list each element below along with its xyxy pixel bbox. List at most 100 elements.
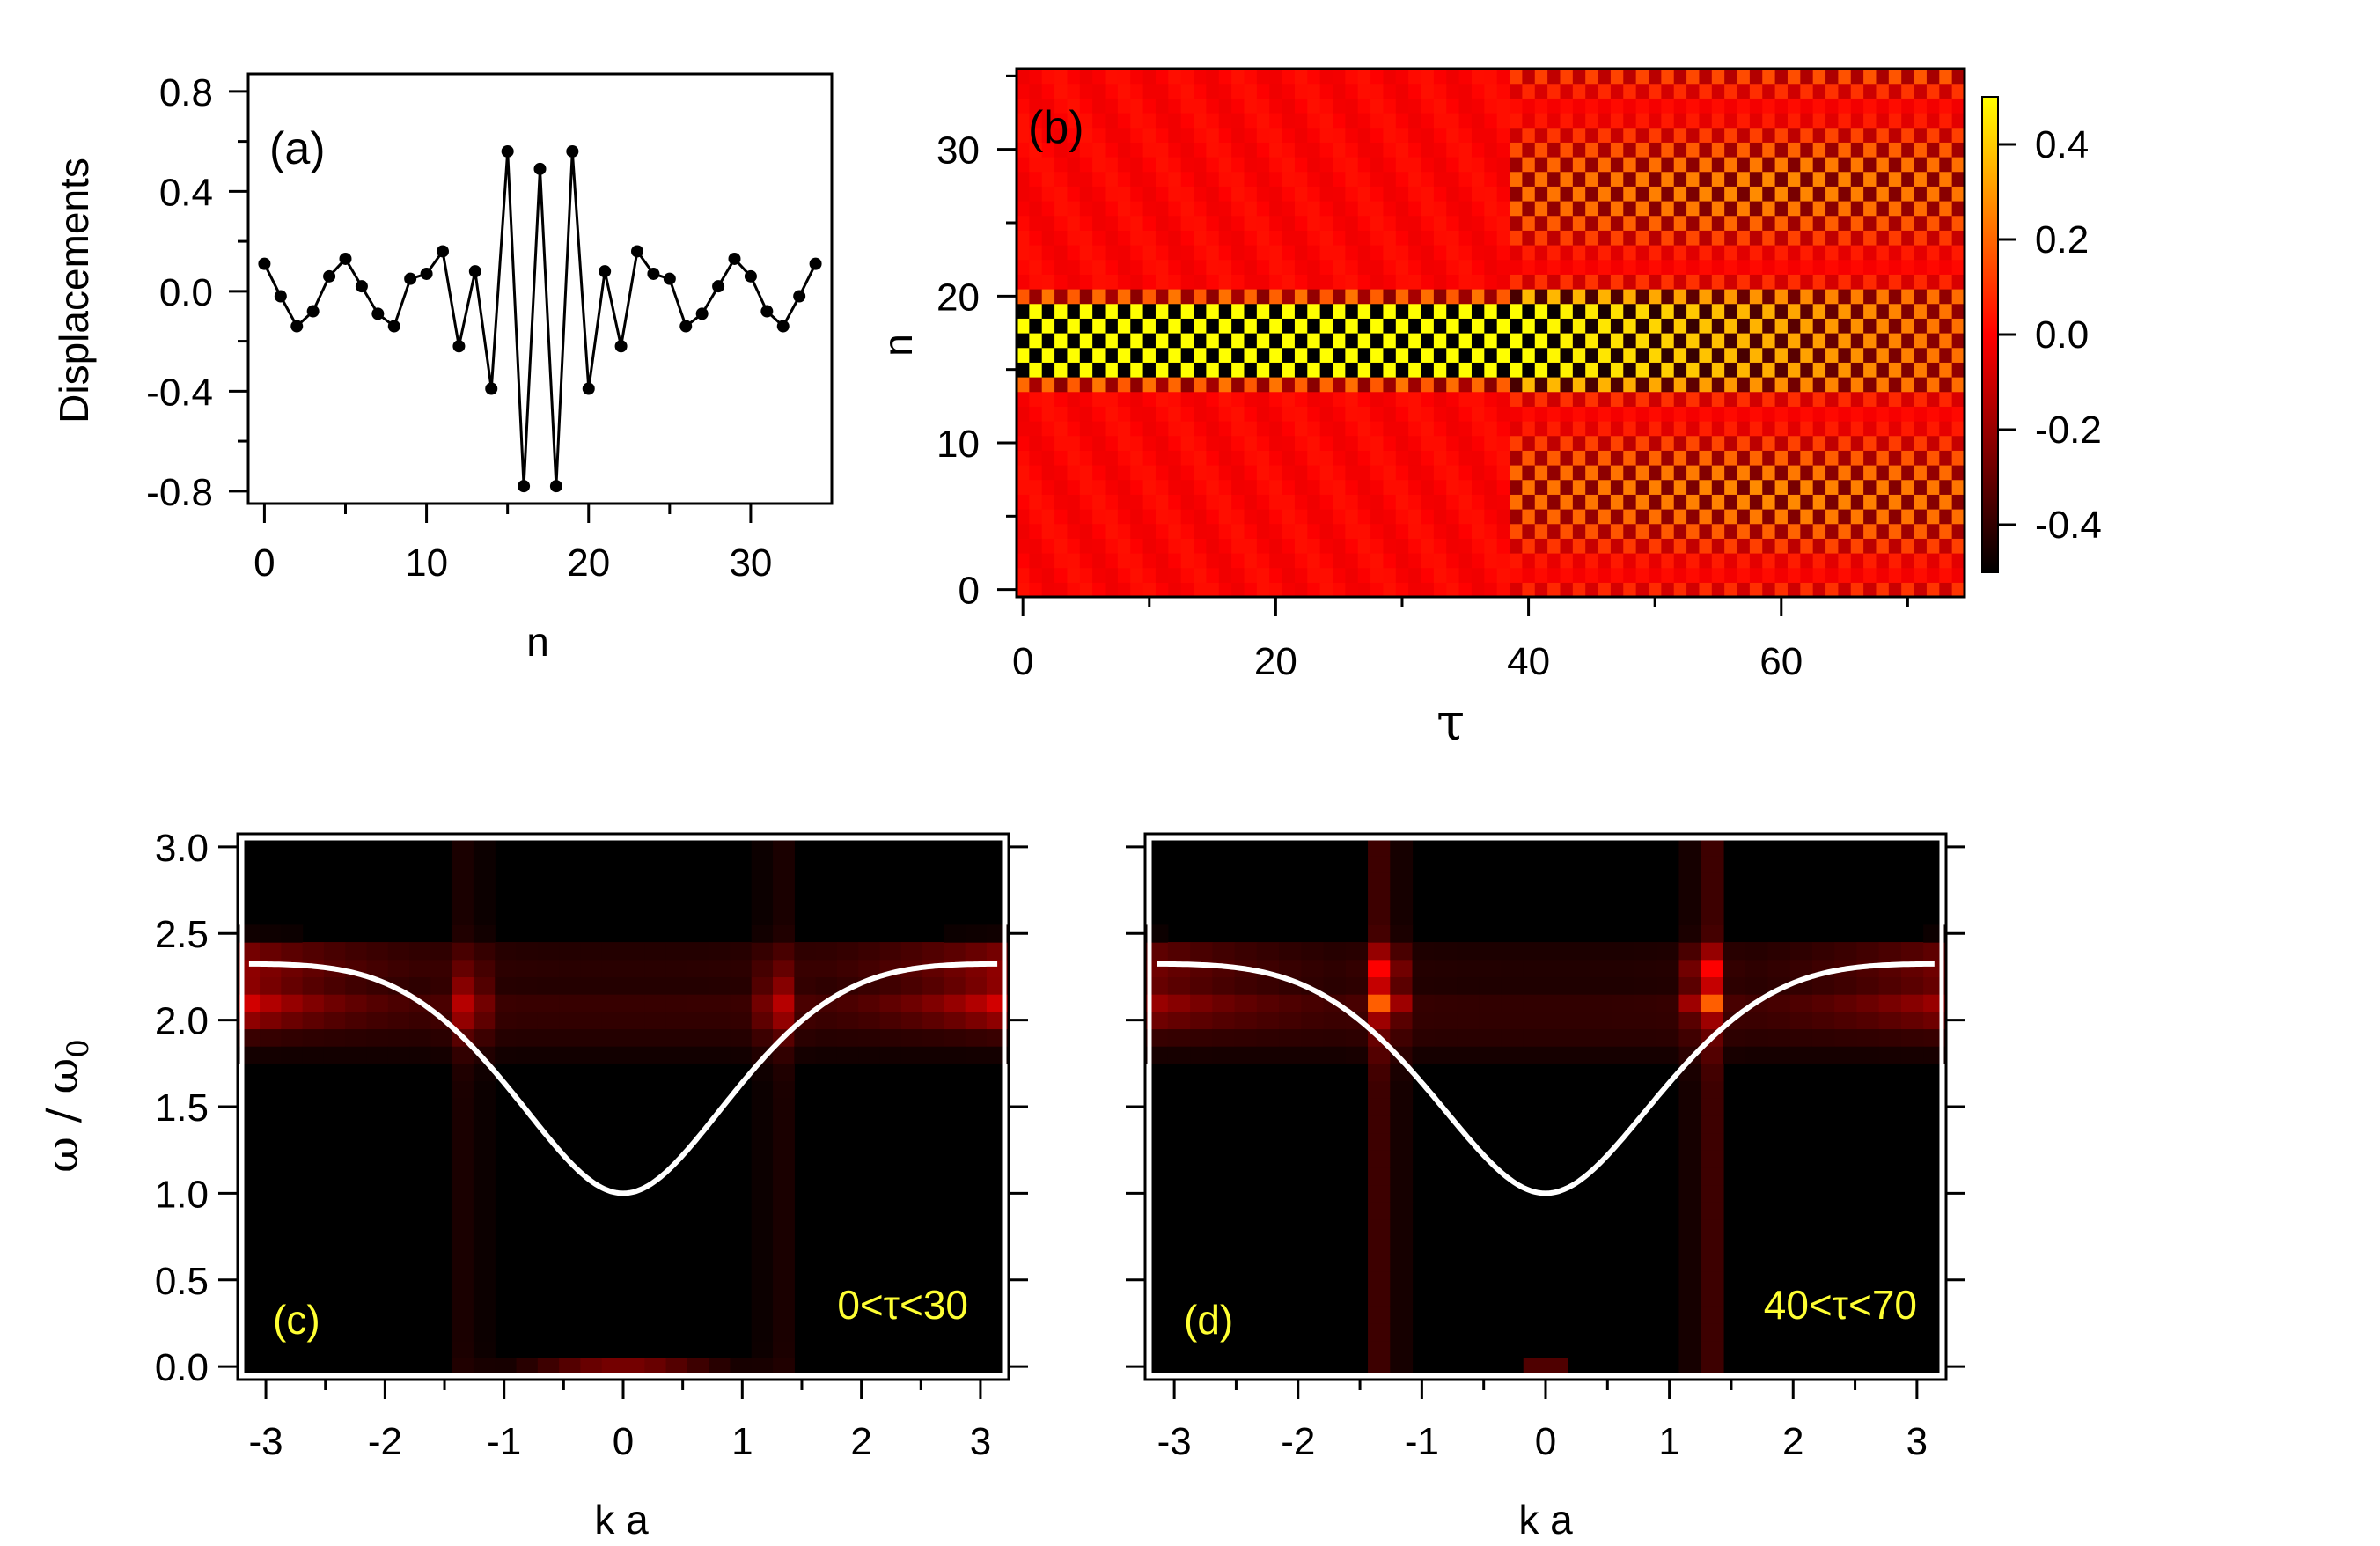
spectrum-cell [452, 994, 474, 1012]
spectrum-cell [1900, 1011, 1924, 1030]
b-cell [1079, 347, 1093, 363]
a-axis-ticks: 0 10 20 300.80.40.0-0.4-0.8 [146, 71, 772, 585]
spectrum-cell [1279, 959, 1302, 978]
spectrum-cell [601, 994, 624, 1012]
b-cell [1661, 509, 1675, 525]
spectrum-cell [1345, 959, 1369, 978]
spectrum-cell [751, 855, 774, 873]
b-cell [1939, 98, 1953, 114]
spectrum-cell [1412, 942, 1436, 961]
b-cell [1054, 201, 1069, 217]
b-cell [1383, 230, 1397, 246]
b-cell [1105, 98, 1119, 114]
spectrum-cell [1368, 1184, 1391, 1203]
b-cell [1534, 289, 1548, 305]
spectrum-cell [1590, 1028, 1613, 1047]
spectrum-cell [516, 1028, 539, 1047]
b-cell [1244, 127, 1258, 143]
b-cell [1774, 98, 1789, 114]
b-cell [1649, 171, 1662, 187]
b-cell [1180, 83, 1194, 99]
b-cell [1092, 553, 1106, 569]
b-cell [1054, 494, 1069, 510]
spectrum-cell [1745, 976, 1769, 995]
b-cell [1357, 69, 1371, 85]
b-cell [1749, 435, 1763, 451]
b-cell [1876, 347, 1890, 363]
b-cell [1926, 318, 1940, 334]
b-cell [1673, 479, 1687, 495]
b-cell [1446, 318, 1460, 334]
b-cell [1282, 567, 1296, 583]
spectrum-cell [473, 1150, 496, 1168]
b-cell [1850, 553, 1864, 569]
b-cell [1092, 406, 1106, 422]
b-cell [1838, 450, 1852, 466]
b-cell [1926, 215, 1940, 231]
b-cell [1522, 289, 1536, 305]
b-cell [1155, 230, 1169, 246]
b-cell [1496, 582, 1510, 598]
b-cell [1194, 127, 1207, 143]
b-cell [1774, 303, 1789, 319]
b-cell [1105, 230, 1119, 246]
b-cell [1914, 421, 1928, 437]
b-cell [1357, 465, 1371, 481]
spectrum-cell [495, 994, 518, 1012]
spectrum-cell [1190, 1028, 1213, 1047]
b-cell [1510, 157, 1523, 173]
b-cell [1067, 274, 1081, 290]
b-cell [1560, 450, 1574, 466]
spectrum-cell [665, 1046, 688, 1064]
b-cell [1686, 362, 1701, 378]
b-cell [1333, 83, 1346, 99]
d-xlabel: k a [1518, 1497, 1573, 1542]
spectrum-cell [1501, 959, 1524, 978]
b-cell [1560, 69, 1574, 85]
b-cell [1282, 435, 1296, 451]
spectrum-cell [1811, 1028, 1835, 1047]
b-cell [1231, 538, 1245, 554]
spectrum-cell [1546, 1028, 1568, 1047]
b-cell [1079, 333, 1093, 349]
b-cell [1939, 333, 1953, 349]
b-cell [1787, 479, 1801, 495]
b-cell [1041, 333, 1055, 349]
b-cell [1686, 259, 1701, 275]
b-cell [1876, 303, 1890, 319]
spectrum-cell [1723, 942, 1746, 961]
b-cell [1194, 347, 1207, 363]
b-cell [1724, 318, 1738, 334]
b-cell [1383, 289, 1397, 305]
b-cell [1130, 289, 1144, 305]
b-cell [1522, 347, 1536, 363]
b-cell [1282, 230, 1296, 246]
b-cell [1749, 274, 1763, 290]
b-cell [1105, 450, 1119, 466]
b-cell [1130, 318, 1144, 334]
b-cell [1421, 377, 1435, 393]
b-cell [1825, 157, 1839, 173]
b-cell [1534, 201, 1548, 217]
b-cell [1876, 391, 1890, 407]
b-cell [1383, 509, 1397, 525]
b-cell [1737, 98, 1751, 114]
b-cell [1370, 523, 1385, 539]
b-cell [1029, 494, 1043, 510]
b-cell [1737, 538, 1751, 554]
b-cell [1282, 157, 1296, 173]
dispersion-curve [248, 961, 998, 1196]
b-cell [1294, 582, 1308, 598]
xtick-label: -1 [487, 1420, 521, 1463]
b-cell [1762, 171, 1776, 187]
b-cell [1572, 421, 1586, 437]
b-cell [1724, 494, 1738, 510]
b-cell [1649, 347, 1662, 363]
b-cell [1206, 567, 1220, 583]
spectrum-cell [773, 959, 795, 978]
b-cell [1774, 347, 1789, 363]
b-cell [1926, 171, 1940, 187]
b-cell [1812, 538, 1826, 554]
b-cell [1496, 333, 1510, 349]
b-cell [1231, 98, 1245, 114]
